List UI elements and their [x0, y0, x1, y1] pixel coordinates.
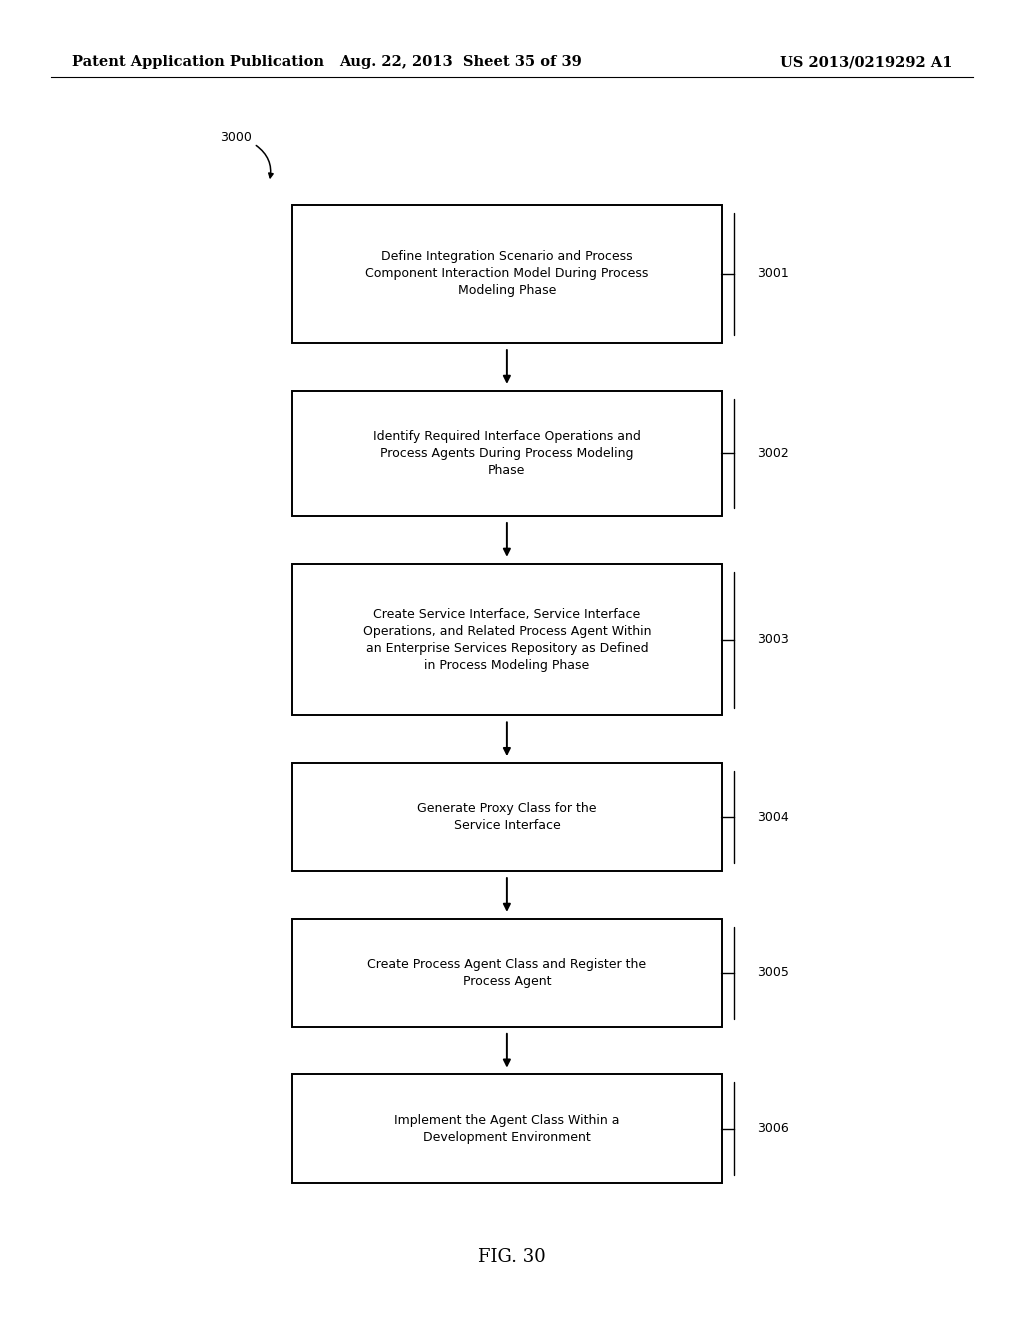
Bar — [292, 205, 722, 343]
Text: 3000: 3000 — [220, 131, 252, 144]
Text: FIG. 30: FIG. 30 — [478, 1247, 546, 1266]
Text: 3004: 3004 — [757, 810, 788, 824]
Text: 3002: 3002 — [757, 447, 788, 459]
Bar — [292, 1074, 722, 1183]
Text: Create Service Interface, Service Interface
Operations, and Related Process Agen: Create Service Interface, Service Interf… — [362, 607, 651, 672]
Bar — [292, 919, 722, 1027]
Text: Generate Proxy Class for the
Service Interface: Generate Proxy Class for the Service Int… — [417, 803, 597, 832]
Text: Create Process Agent Class and Register the
Process Agent: Create Process Agent Class and Register … — [368, 958, 646, 987]
Text: Aug. 22, 2013  Sheet 35 of 39: Aug. 22, 2013 Sheet 35 of 39 — [339, 55, 583, 69]
Text: 3005: 3005 — [757, 966, 788, 979]
Text: US 2013/0219292 A1: US 2013/0219292 A1 — [780, 55, 952, 69]
Text: Implement the Agent Class Within a
Development Environment: Implement the Agent Class Within a Devel… — [394, 1114, 620, 1143]
Bar — [292, 763, 722, 871]
Text: 3001: 3001 — [757, 268, 788, 280]
Text: 3006: 3006 — [757, 1122, 788, 1135]
Bar — [292, 564, 722, 715]
Text: Patent Application Publication: Patent Application Publication — [72, 55, 324, 69]
Text: 3003: 3003 — [757, 634, 788, 645]
Text: Define Integration Scenario and Process
Component Interaction Model During Proce: Define Integration Scenario and Process … — [366, 251, 648, 297]
Bar — [292, 391, 722, 516]
Text: Identify Required Interface Operations and
Process Agents During Process Modelin: Identify Required Interface Operations a… — [373, 430, 641, 477]
